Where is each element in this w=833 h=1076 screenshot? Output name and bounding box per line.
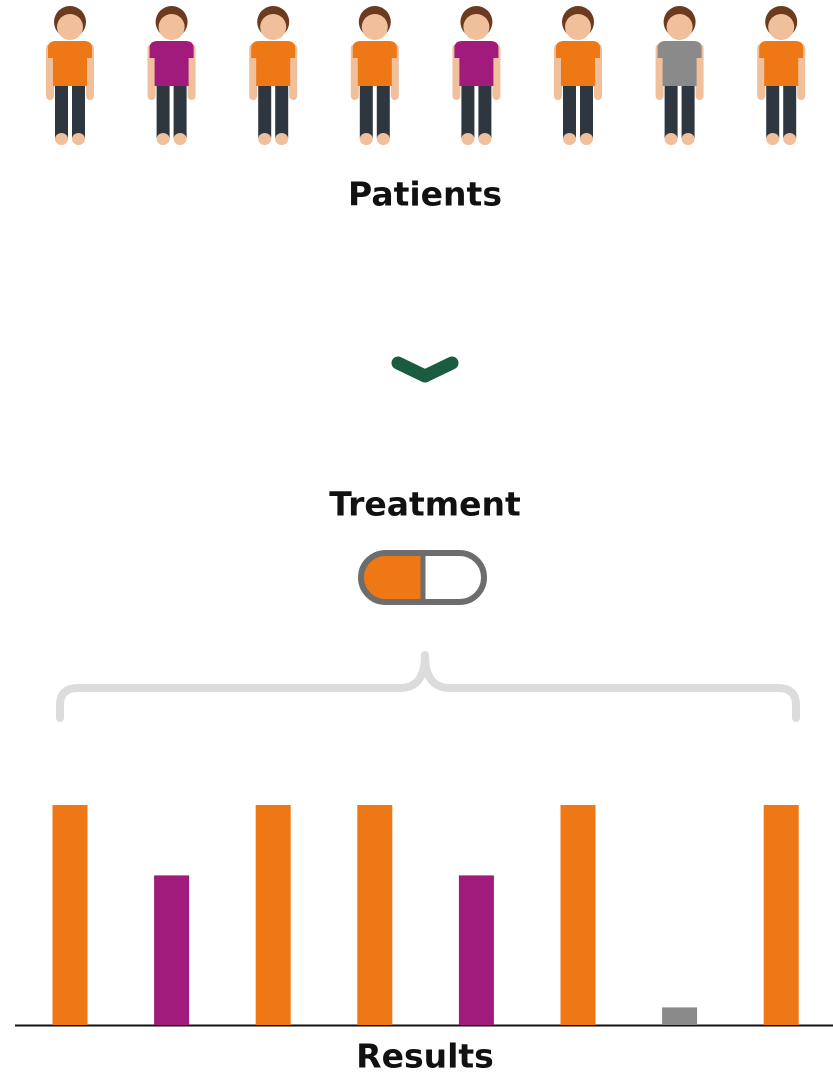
patients-label: Patients [348, 175, 502, 214]
shirt [150, 41, 194, 86]
leg [478, 80, 491, 138]
patient [452, 6, 500, 145]
bar [459, 875, 494, 1025]
foot [377, 133, 390, 145]
face [260, 14, 286, 40]
patient [554, 6, 602, 145]
foot [563, 133, 576, 145]
shirt [48, 41, 92, 86]
foot [461, 133, 474, 145]
leg [360, 80, 373, 138]
foot [174, 133, 187, 145]
arrow-down [398, 363, 452, 376]
leg [55, 80, 68, 138]
foot [682, 133, 695, 145]
shirt [556, 41, 600, 86]
shirt [658, 41, 702, 86]
treatment-label: Treatment [329, 485, 521, 524]
face [565, 14, 591, 40]
leg [157, 80, 170, 138]
brace [60, 655, 796, 718]
foot [275, 133, 288, 145]
shirt [251, 41, 295, 86]
leg [665, 80, 678, 138]
bar [256, 805, 291, 1025]
bar [561, 805, 596, 1025]
foot [478, 133, 491, 145]
diagram: Patients Treatment Results [0, 0, 833, 1076]
leg [766, 80, 779, 138]
face [768, 14, 794, 40]
leg [461, 80, 474, 138]
pill [361, 553, 484, 602]
foot [258, 133, 271, 145]
face [463, 14, 489, 40]
patient [46, 6, 94, 145]
face [57, 14, 83, 40]
bar [662, 1007, 697, 1025]
patient [656, 6, 704, 145]
leg [258, 80, 271, 138]
foot [55, 133, 68, 145]
shirt [353, 41, 397, 86]
foot [360, 133, 373, 145]
foot [157, 133, 170, 145]
leg [783, 80, 796, 138]
foot [580, 133, 593, 145]
foot [72, 133, 85, 145]
leg [72, 80, 85, 138]
shirt [759, 41, 803, 86]
face [159, 14, 185, 40]
patient [757, 6, 805, 145]
leg [563, 80, 576, 138]
leg [377, 80, 390, 138]
foot [783, 133, 796, 145]
leg [580, 80, 593, 138]
bar [53, 805, 88, 1025]
foot [665, 133, 678, 145]
face [362, 14, 388, 40]
patient [148, 6, 196, 145]
patient [351, 6, 399, 145]
bar [154, 875, 189, 1025]
results-label: Results [356, 1037, 494, 1076]
foot [766, 133, 779, 145]
leg [682, 80, 695, 138]
leg [174, 80, 187, 138]
leg [275, 80, 288, 138]
face [667, 14, 693, 40]
shirt [454, 41, 498, 86]
patient [249, 6, 297, 145]
bar [764, 805, 799, 1025]
bar [357, 805, 392, 1025]
